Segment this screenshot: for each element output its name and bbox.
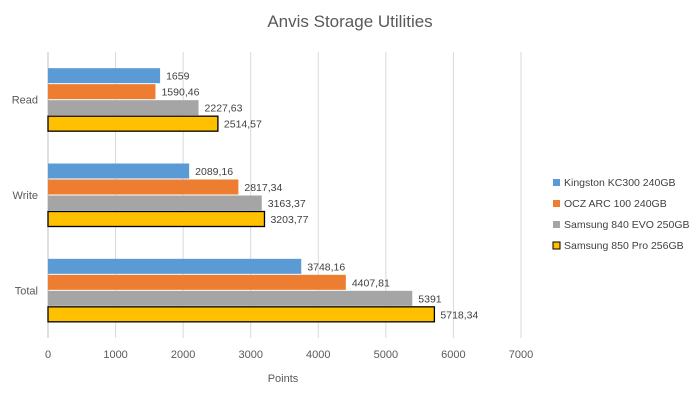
data-label: 1659 [166,71,190,83]
data-label: 3748,16 [307,261,345,273]
legend-label: OCZ ARC 100 240GB [564,198,667,210]
category-label: Total [15,285,38,297]
bar [48,290,413,306]
x-tick-label: 3000 [238,349,262,361]
gridlines [47,52,522,338]
data-label: 1590,46 [161,87,199,99]
bar [48,274,346,290]
bar [47,210,266,228]
bar [48,258,302,274]
legend-swatch [553,179,560,186]
legend-swatch [552,241,561,250]
x-tick-label: 2000 [171,349,195,361]
data-label: 2817,34 [244,182,282,194]
bar [48,68,161,84]
bar [48,179,239,195]
x-axis-title: Points [268,373,299,385]
legend-swatch [553,200,560,207]
bar [48,195,262,211]
x-tick-label: 7000 [509,349,533,361]
data-label: 5718,34 [440,309,478,321]
data-label: 2227,63 [205,103,243,115]
legend-swatch [553,221,560,228]
x-tick-label: 0 [45,349,51,361]
bar [48,163,190,179]
data-labels: 1659 1590,46 2227,63 2514,57 2089,16 2817,34 3… [161,71,478,322]
bar [47,115,219,132]
x-tick-label: 4000 [306,349,330,361]
x-tick-label: 6000 [441,349,465,361]
bars [47,68,436,323]
data-label: 3163,37 [268,198,306,210]
legend-label: Samsung 850 Pro 256GB [564,240,684,252]
data-label: 2514,57 [224,119,262,131]
data-label: 4407,81 [352,277,390,289]
x-tick-label: 5000 [374,349,398,361]
bar [47,306,436,323]
legend-label: Samsung 840 EVO 250GB [564,219,690,231]
legend-label: Kingston KC300 240GB [564,177,676,189]
chart-title: Anvis Storage Utilities [267,12,432,31]
category-label: Write [13,190,38,202]
category-labels: Read Write Total [12,95,38,298]
data-label: 2089,16 [195,166,233,178]
bar [48,100,199,116]
legend: Kingston KC300 240GB OCZ ARC 100 240GB Sam… [552,177,690,252]
x-axis-ticks: 0 1000 2000 3000 4000 5000 6000 7000 [45,349,533,361]
category-label: Read [12,95,38,107]
data-label: 3203,77 [270,214,308,226]
bar [48,84,156,100]
data-label: 5391 [418,293,442,305]
x-tick-label: 1000 [103,349,127,361]
